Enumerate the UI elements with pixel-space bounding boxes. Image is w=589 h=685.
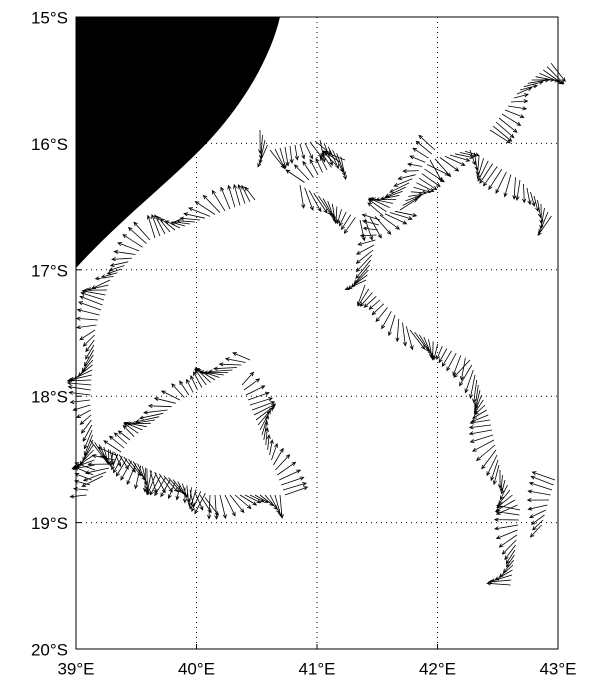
x-tick-label: 40°E xyxy=(178,659,215,678)
vector-track xyxy=(526,471,556,538)
vector-track xyxy=(81,352,251,487)
y-tick-label: 19°S xyxy=(31,514,68,533)
vector-track xyxy=(257,129,552,242)
y-tick-label: 15°S xyxy=(31,8,68,27)
y-tick-label: 16°S xyxy=(31,135,68,154)
current-vectors xyxy=(66,63,566,586)
vector-track xyxy=(109,449,219,516)
vector-track xyxy=(66,183,256,499)
x-tick-label: 41°E xyxy=(298,659,335,678)
coastline xyxy=(76,17,280,268)
x-tick-label: 42°E xyxy=(419,659,456,678)
vector-track xyxy=(344,134,521,586)
x-tick-label: 39°E xyxy=(57,659,94,678)
ticks: 39°E 40°E 41°E 42°E 43°E 20°S 19°S 18°S 17°S 16°S… xyxy=(31,8,577,678)
y-tick-label: 20°S xyxy=(31,640,68,659)
y-tick-label: 17°S xyxy=(31,261,68,280)
x-tick-label: 43°E xyxy=(539,659,576,678)
y-tick-label: 18°S xyxy=(31,388,68,407)
vector-track xyxy=(89,371,309,520)
